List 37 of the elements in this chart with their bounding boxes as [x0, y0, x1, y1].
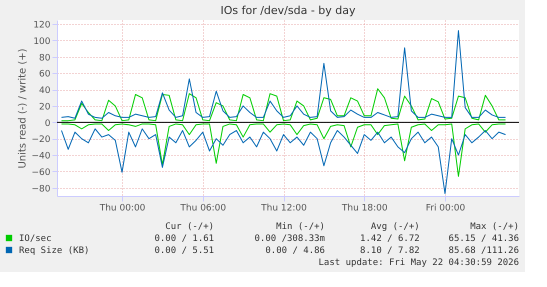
line-series — [60, 128, 506, 194]
chart-title: IOs for /dev/sda - by day — [220, 4, 356, 17]
text: 0.00 / 5.51 — [154, 246, 214, 256]
text: Cur (-/+) — [165, 222, 214, 232]
legend-label: Req Size (KB) — [19, 246, 90, 256]
y-tick-label: 120 — [33, 20, 51, 31]
y-tick-label: −20 — [32, 135, 51, 146]
text: 1.42 / 6.72 — [360, 234, 420, 244]
text: 0.00 / 1.61 — [154, 234, 214, 244]
text: 8.10 / 7.82 — [360, 246, 420, 256]
x-tick-label: Thu 06:00 — [179, 204, 226, 214]
y-tick-label: 80 — [39, 53, 51, 64]
x-tick-label: Thu 12:00 — [260, 204, 308, 214]
text: 0.00 /308.33m — [254, 234, 325, 244]
y-tick-label: 0 — [44, 118, 51, 129]
text: Avg (-/+) — [370, 222, 420, 232]
line-series — [60, 123, 506, 177]
text: 0.00 / 4.86 — [265, 246, 325, 256]
y-tick-label: 100 — [33, 36, 51, 47]
x-tick-label: Fri 00:00 — [426, 204, 466, 214]
text: Min (-/+) — [276, 222, 325, 232]
y-tick-label: 20 — [39, 102, 51, 112]
line-series — [60, 88, 506, 122]
y-axis-title: Units read (-) / write (+) — [18, 48, 29, 169]
y-tick-label: 60 — [39, 70, 51, 80]
text: Last update: Fri May 22 04:30:59 2026 — [318, 258, 519, 268]
y-tick-label: 40 — [39, 86, 51, 96]
x-tick-label: Thu 00:00 — [98, 204, 146, 214]
text: 65.15 / 41.36 — [448, 234, 519, 244]
y-tick-label: −40 — [32, 152, 51, 162]
x-tick-label: Thu 18:00 — [340, 204, 388, 214]
y-tick-label: −60 — [32, 168, 51, 178]
text: 85.68 /111.26 — [448, 246, 519, 256]
text: Max (-/+) — [470, 222, 519, 232]
line-series — [60, 30, 506, 119]
y-tick-label: −80 — [32, 184, 51, 194]
legend-label: IO/sec — [19, 234, 52, 244]
